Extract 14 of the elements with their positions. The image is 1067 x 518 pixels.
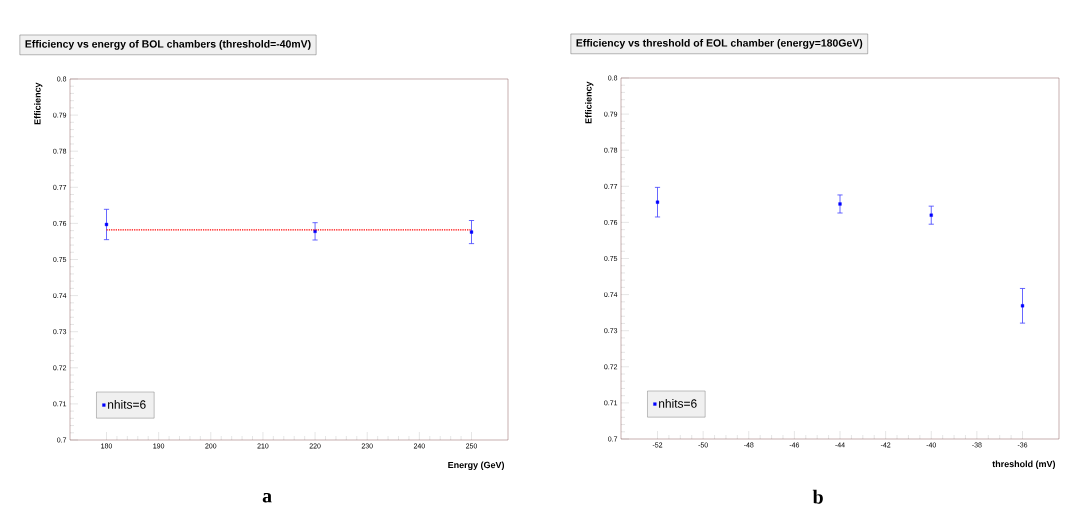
text: b — [812, 489, 823, 504]
chart-title: Efficiency vs threshold of EOL chamber (energy=180GeV) — [576, 38, 863, 49]
point — [1020, 304, 1025, 308]
chart-title: Efficiency vs energy of BOL chambers (threshold=-40mV) — [25, 39, 311, 50]
point — [838, 202, 842, 206]
x-axis-title: Energy (GeV) — [448, 461, 505, 470]
y-axis-title: Efficiency — [34, 82, 43, 125]
point — [929, 213, 933, 217]
legend-label: nhits=6 — [108, 400, 146, 409]
text: a — [262, 493, 272, 503]
legend-label: nhits=6 — [659, 399, 697, 408]
x-axis-title: threshold (mV) — [992, 460, 1056, 469]
point — [655, 200, 660, 204]
y-axis-title: Efficiency — [585, 81, 594, 124]
